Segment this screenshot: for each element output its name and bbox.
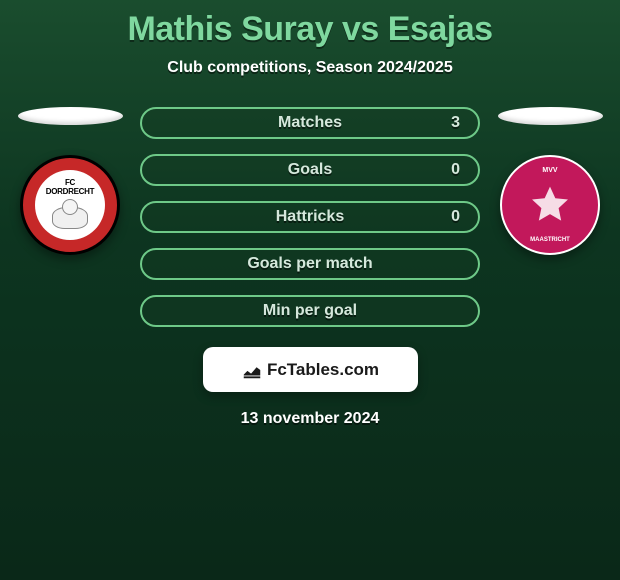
stat-row-goals: Goals 0 — [140, 154, 480, 186]
comparison-card: Mathis Suray vs Esajas Club competitions… — [0, 0, 620, 428]
left-player-placeholder — [18, 107, 123, 125]
stat-label: Goals — [288, 161, 332, 179]
stat-value: 3 — [451, 114, 460, 132]
star-icon — [528, 183, 572, 227]
left-player-col: FC DORDRECHT — [10, 107, 130, 255]
stat-row-mpg: Min per goal — [140, 295, 480, 327]
subtitle: Club competitions, Season 2024/2025 — [167, 59, 452, 77]
brand-box: FcTables.com — [203, 347, 418, 392]
stat-label: Min per goal — [263, 302, 357, 320]
stat-value: 0 — [451, 208, 460, 226]
right-club-badge: MVV MAASTRICHT — [500, 155, 600, 255]
badge-left-fc: FC — [65, 178, 75, 187]
stat-label: Hattricks — [276, 208, 344, 226]
stat-row-hattricks: Hattricks 0 — [140, 201, 480, 233]
stat-value: 0 — [451, 161, 460, 179]
badge-left-name: DORDRECHT — [46, 187, 94, 196]
left-club-badge: FC DORDRECHT — [20, 155, 120, 255]
page-title: Mathis Suray vs Esajas — [127, 10, 492, 49]
badge-right-top: MVV — [502, 167, 598, 174]
stats-column: Matches 3 Goals 0 Hattricks 0 Goals per … — [140, 107, 480, 327]
right-player-placeholder — [498, 107, 603, 125]
brand-text: FcTables.com — [267, 360, 379, 380]
stat-label: Goals per match — [247, 255, 372, 273]
sheep-icon — [52, 199, 88, 229]
stat-row-gpm: Goals per match — [140, 248, 480, 280]
stat-row-matches: Matches 3 — [140, 107, 480, 139]
date-text: 13 november 2024 — [241, 410, 380, 428]
chart-icon — [241, 359, 263, 381]
middle-section: FC DORDRECHT Matches 3 Goals 0 Hattricks — [0, 107, 620, 327]
badge-right-bottom: MAASTRICHT — [502, 237, 598, 243]
brand-content: FcTables.com — [241, 359, 379, 381]
right-player-col: MVV MAASTRICHT — [490, 107, 610, 255]
stat-label: Matches — [278, 114, 342, 132]
badge-left-inner: FC DORDRECHT — [35, 170, 105, 240]
